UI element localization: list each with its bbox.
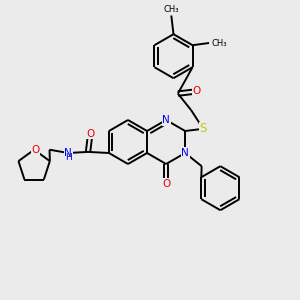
- Text: O: O: [86, 129, 94, 139]
- Text: N: N: [162, 115, 170, 125]
- Text: CH₃: CH₃: [211, 38, 226, 47]
- Text: CH₃: CH₃: [164, 4, 179, 14]
- Text: N: N: [181, 148, 189, 158]
- Text: O: O: [193, 86, 201, 96]
- Text: S: S: [200, 122, 207, 135]
- Text: H: H: [65, 153, 72, 162]
- Text: O: O: [162, 179, 170, 189]
- Text: O: O: [31, 145, 39, 155]
- Text: N: N: [64, 148, 72, 158]
